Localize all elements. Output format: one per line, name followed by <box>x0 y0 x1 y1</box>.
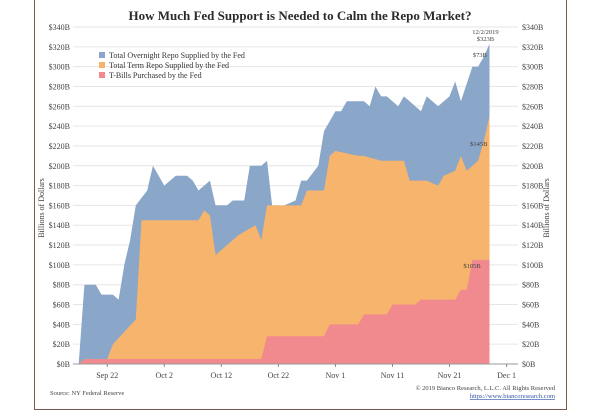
y-tick-label-right: $40B <box>522 320 539 329</box>
y-tick-label-left: $140B <box>49 221 70 230</box>
y-tick-label-right: $200B <box>522 162 543 171</box>
y-tick-label-left: $160B <box>49 201 70 210</box>
area-0 <box>78 259 490 364</box>
y-tick-label-left: $280B <box>49 82 70 91</box>
y-tick-label-left: $340B <box>49 23 70 32</box>
legend-swatch <box>99 52 105 58</box>
legend-swatch <box>99 72 105 78</box>
legend: Total Overnight Repo Supplied by the Fed… <box>99 51 245 80</box>
area-1 <box>78 116 490 364</box>
y-tick-label-left: $240B <box>49 122 70 131</box>
y-tick-label-left: $120B <box>49 241 70 250</box>
y-tick-label-right: $280B <box>522 82 543 91</box>
y-axis-label-right: Billions of Dollars <box>542 178 551 238</box>
annotation-overnight: $73B <box>473 52 488 59</box>
website-link[interactable]: https://www.biancoresearch.com <box>470 393 555 400</box>
legend-label: Total Overnight Repo Supplied by the Fed <box>109 51 245 60</box>
x-tick-label: Oct 2 <box>156 371 174 380</box>
y-tick-label-left: $180B <box>49 182 70 191</box>
y-tick-label-right: $240B <box>522 122 543 131</box>
x-tick-label: Nov 11 <box>381 371 404 380</box>
annotation-total: $323B <box>477 36 495 43</box>
y-tick-label-left: $0B <box>57 360 70 369</box>
annotation-date: 12/2/2019 <box>472 29 498 36</box>
y-tick-label-left: $40B <box>53 320 70 329</box>
legend-label: T-Bills Purchased by the Fed <box>109 71 202 80</box>
x-tick-label: Nov 21 <box>438 371 462 380</box>
y-tick-label-right: $80B <box>522 281 539 290</box>
y-tick-label-right: $120B <box>522 241 543 250</box>
y-tick-label-right: $220B <box>522 142 543 151</box>
annotations: 12/2/2019$323B $73B $145B $105B <box>463 29 498 270</box>
y-tick-label-left: $320B <box>49 43 70 52</box>
frame-bottom-border <box>34 409 567 410</box>
legend-label: Total Term Repo Supplied by the Fed <box>109 61 229 70</box>
y-tick-label-left: $60B <box>53 301 70 310</box>
x-tick-label: Sep 22 <box>96 371 118 380</box>
y-tick-label-left: $20B <box>53 340 70 349</box>
frame-left-border <box>34 0 35 410</box>
y-tick-label-left: $220B <box>49 142 70 151</box>
source-note: Source: NY Federal Reserve <box>50 390 124 397</box>
y-tick-label-right: $160B <box>522 201 543 210</box>
y-tick-label-right: $140B <box>522 221 543 230</box>
frame-right-border <box>566 0 567 410</box>
y-tick-label-left: $80B <box>53 281 70 290</box>
y-tick-label-right: $20B <box>522 340 539 349</box>
annotation-bills: $105B <box>463 263 481 270</box>
y-tick-label-right: $260B <box>522 102 543 111</box>
y-axis-label-left: Billions of Dollars <box>37 178 46 238</box>
y-tick-label-right: $300B <box>522 63 543 72</box>
y-tick-label-left: $200B <box>49 162 70 171</box>
x-ticks: Sep 22 Oct 2 Oct 12 Oct 22 Nov 1 Nov 11 Nov 21… <box>96 364 516 380</box>
y-ticks-left: $0B $20B $40B $60B $80B $100B $120B $140B $160B $… <box>49 23 70 369</box>
area-series <box>73 43 518 365</box>
copyright-note: © 2019 Bianco Research, L.L.C. All Right… <box>416 385 556 392</box>
y-tick-label-right: $60B <box>522 301 539 310</box>
y-tick-label-right: $340B <box>522 23 543 32</box>
legend-swatch <box>99 62 105 68</box>
y-tick-label-left: $260B <box>49 102 70 111</box>
y-tick-label-right: $180B <box>522 182 543 191</box>
x-tick-label: Oct 12 <box>211 371 233 380</box>
y-tick-label-right: $320B <box>522 43 543 52</box>
y-ticks-right: $0B $20B $40B $60B $80B $100B $120B $140B $160B $… <box>522 23 543 369</box>
annotation-term: $145B <box>470 141 488 148</box>
chart-title: How Much Fed Support is Needed to Calm t… <box>128 8 471 23</box>
y-tick-label-left: $300B <box>49 63 70 72</box>
y-tick-label-right: $100B <box>522 261 543 270</box>
x-tick-label: Dec 1 <box>497 371 516 380</box>
y-tick-label-left: $100B <box>49 261 70 270</box>
x-tick-label: Nov 1 <box>326 371 346 380</box>
x-tick-label: Oct 22 <box>268 371 290 380</box>
y-tick-label-right: $0B <box>522 360 535 369</box>
